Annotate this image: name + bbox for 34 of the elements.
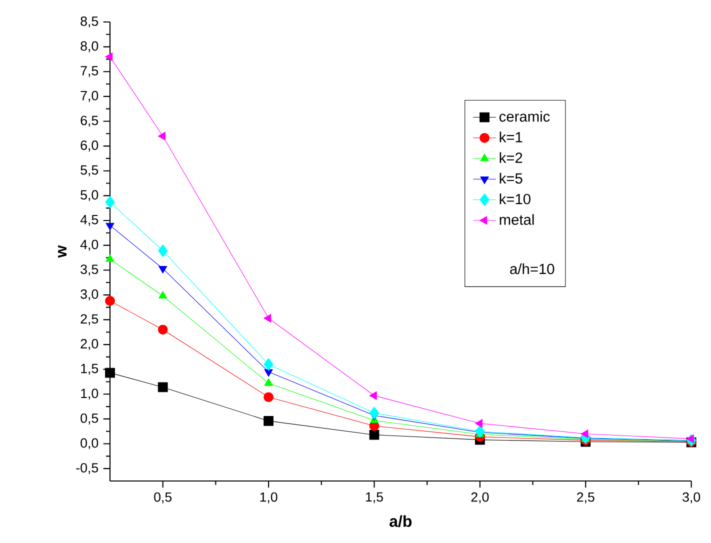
x-tick-label: 2,5 [577,492,594,504]
y-tick-label: 1,0 [81,388,98,400]
y-tick-label: 6,0 [80,140,98,152]
y-tick-label: 3,5 [80,264,98,276]
x-tick-label: 2,0 [471,492,489,504]
x-tick-label: 0,5 [154,492,172,504]
y-tick-label: 7,0 [80,90,98,102]
legend-label: ceramic [499,110,550,122]
legend-label: metal [500,214,534,225]
y-tick-label: 6,5 [80,116,98,127]
y-tick-label: 5,5 [80,165,98,176]
y-tick-label: 4,5 [80,215,98,226]
legend-label: k=10 [500,193,530,204]
y-tick-label: 4,0 [80,240,98,251]
y-tick-label: 7,5 [80,66,98,78]
x-axis-title: a/b [390,515,412,528]
y-tick-label: 0,5 [80,413,98,424]
y-tick-label: -0,5 [76,463,98,474]
y-tick-label: 8,0 [80,41,98,52]
y-tick-label: 1,5 [81,364,98,375]
y-tick-label: 0,0 [80,438,98,450]
x-tick-label: 3,0 [682,492,700,504]
annotation: a/h=10 [510,263,554,274]
x-tick-label: 1,0 [260,492,278,504]
y-tick-label: 2,0 [80,339,98,350]
y-tick-label: 2,5 [80,314,98,326]
legend-label: k=2 [500,152,522,163]
legend-label: k=1 [500,132,522,142]
x-tick-label: 1,5 [366,492,383,504]
y-tick-label: 5,0 [80,190,98,202]
y-tick-label: 3,0 [80,289,98,300]
y-axis-title: w [58,245,66,258]
y-tick-label: 8,5 [80,16,98,28]
legend-label: k=5 [500,172,522,184]
